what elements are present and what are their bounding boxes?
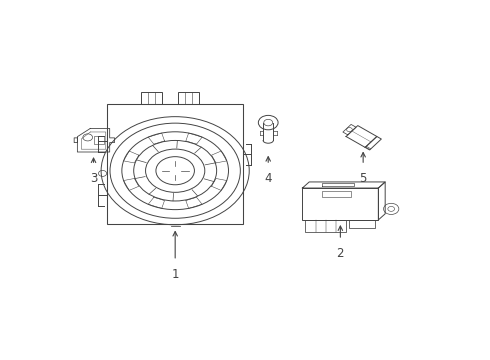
Bar (141, 92, 162, 104)
Bar (94, 136, 104, 144)
Bar (107, 104, 244, 224)
Bar (349, 220, 375, 228)
Bar (305, 220, 346, 232)
Text: 1: 1 (172, 268, 179, 281)
Text: 4: 4 (265, 172, 272, 185)
Text: 3: 3 (90, 172, 97, 185)
Text: 2: 2 (337, 247, 344, 260)
Bar (322, 191, 351, 197)
Bar (302, 188, 378, 220)
Bar (178, 92, 199, 104)
Text: 5: 5 (360, 172, 367, 185)
